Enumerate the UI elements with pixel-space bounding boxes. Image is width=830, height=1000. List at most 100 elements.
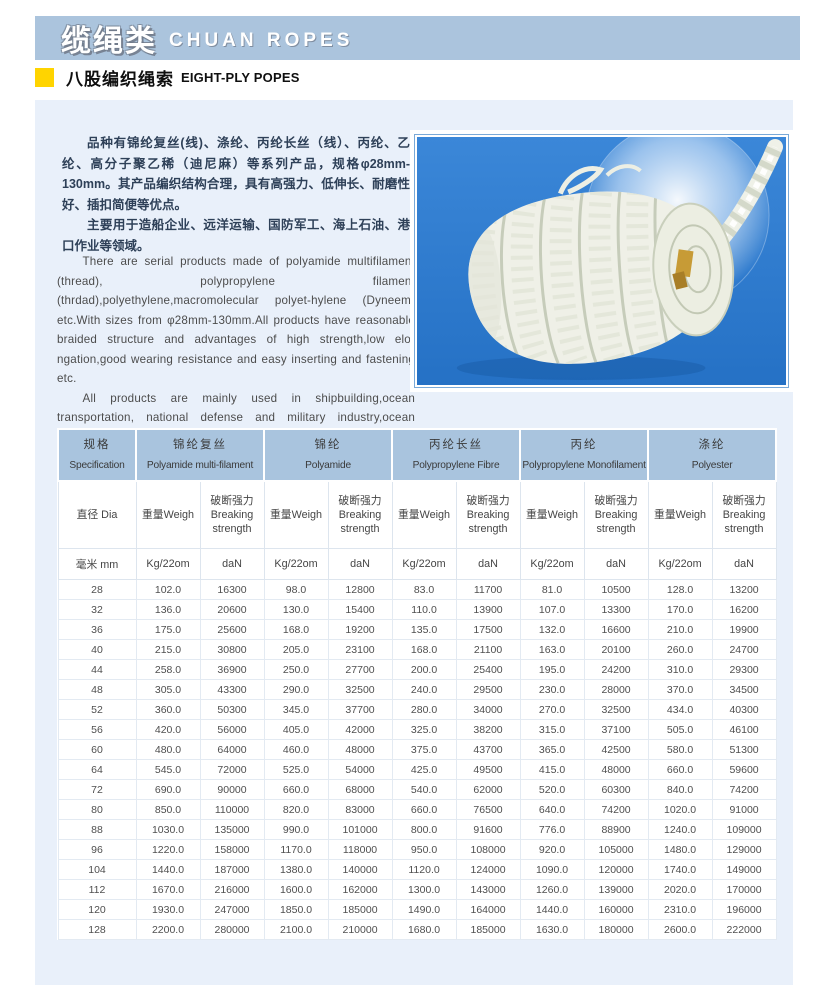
cell-value: 91000	[711, 799, 777, 820]
cell-value: 1020.0	[647, 799, 713, 820]
cell-value: 102.0	[135, 579, 201, 600]
table-row: 88 1030.0 135000 990.0 101000 800.0 91600 776.0…	[57, 819, 777, 840]
cell-value: 260.0	[647, 639, 713, 660]
col-header-dia: 直径 Dia	[57, 480, 137, 549]
cell-value: 434.0	[647, 699, 713, 720]
cell-value: 660.0	[391, 799, 457, 820]
cell-value: 62000	[455, 779, 521, 800]
cell-value: 1300.0	[391, 879, 457, 900]
cell-diameter: 36	[57, 619, 137, 640]
cell-diameter: 44	[57, 659, 137, 680]
cell-value: 28000	[583, 679, 649, 700]
cell-value: 250.0	[263, 659, 329, 680]
cell-value: 270.0	[519, 699, 585, 720]
cell-diameter: 72	[57, 779, 137, 800]
cell-value: 29500	[455, 679, 521, 700]
cell-value: 168.0	[391, 639, 457, 660]
cell-value: 13900	[455, 599, 521, 620]
col-group-4: 涤纶 Polyester	[647, 428, 778, 482]
cell-value: 1170.0	[263, 839, 329, 860]
cell-value: 135000	[199, 819, 265, 840]
cell-value: 132.0	[519, 619, 585, 640]
cell-value: 74200	[583, 799, 649, 820]
cell-value: 105000	[583, 839, 649, 860]
cell-value: 37100	[583, 719, 649, 740]
table-row: 44 258.0 36900 250.0 27700 200.0 25400 195.0 242…	[57, 659, 777, 680]
cell-value: 164000	[455, 899, 521, 920]
cell-value: 108000	[455, 839, 521, 860]
cell-value: 1670.0	[135, 879, 201, 900]
cell-value: 25400	[455, 659, 521, 680]
rope-photo-frame	[414, 134, 789, 388]
cell-value: 74200	[711, 779, 777, 800]
unit-weight: Kg/22om	[263, 548, 329, 580]
cell-value: 120000	[583, 859, 649, 880]
unit-weight: Kg/22om	[135, 548, 201, 580]
cell-value: 43700	[455, 739, 521, 760]
cell-value: 1740.0	[647, 859, 713, 880]
table-row: 48 305.0 43300 290.0 32500 240.0 29500 230.0 280…	[57, 679, 777, 700]
cell-value: 660.0	[263, 779, 329, 800]
cell-value: 34000	[455, 699, 521, 720]
col-header-breaking: 破断强力 Breaking strength	[199, 480, 265, 549]
table-units-row: 毫米 mm Kg/22om daN Kg/22om daN Kg/22om daN Kg/22…	[57, 548, 777, 580]
unit-breaking: daN	[583, 548, 649, 580]
cell-value: 1120.0	[391, 859, 457, 880]
cell-value: 1680.0	[391, 919, 457, 940]
cell-value: 23100	[327, 639, 393, 660]
cell-value: 90000	[199, 779, 265, 800]
cell-value: 1090.0	[519, 859, 585, 880]
cell-value: 1380.0	[263, 859, 329, 880]
col-header-breaking: 破断强力 Breaking strength	[711, 480, 777, 549]
cell-diameter: 80	[57, 799, 137, 820]
cell-value: 91600	[455, 819, 521, 840]
cell-value: 216000	[199, 879, 265, 900]
cell-value: 130.0	[263, 599, 329, 620]
cell-diameter: 120	[57, 899, 137, 920]
cell-value: 118000	[327, 839, 393, 860]
yellow-square-marker	[35, 67, 54, 87]
cell-value: 325.0	[391, 719, 457, 740]
page-banner: 缆绳类 CHUAN ROPES	[35, 16, 800, 60]
rope-photo	[410, 130, 793, 392]
cell-value: 168.0	[263, 619, 329, 640]
cell-value: 60300	[583, 779, 649, 800]
col-header-weight: 重量Weigh	[391, 480, 457, 549]
col-header-breaking: 破断强力 Breaking strength	[455, 480, 521, 549]
cell-value: 56000	[199, 719, 265, 740]
col-header-weight: 重量Weigh	[647, 480, 713, 549]
cell-value: 195.0	[519, 659, 585, 680]
cell-value: 505.0	[647, 719, 713, 740]
cell-value: 990.0	[263, 819, 329, 840]
cell-value: 32500	[327, 679, 393, 700]
cell-value: 375.0	[391, 739, 457, 760]
cell-value: 405.0	[263, 719, 329, 740]
cell-value: 420.0	[135, 719, 201, 740]
cell-value: 83.0	[391, 579, 457, 600]
cell-value: 40300	[711, 699, 777, 720]
cell-value: 345.0	[263, 699, 329, 720]
cell-value: 136.0	[135, 599, 201, 620]
cell-value: 1260.0	[519, 879, 585, 900]
intro-chinese: 品种有锦纶复丝(线)、涤纶、丙纶长丝（线）、丙纶、乙纶、高分子聚乙稀（迪尼麻）等…	[62, 133, 410, 256]
col-group-3: 丙纶 Polypropylene Monofilament	[519, 428, 650, 482]
table-row: 32 136.0 20600 130.0 15400 110.0 13900 107.0 133…	[57, 599, 777, 620]
cell-diameter: 104	[57, 859, 137, 880]
cell-diameter: 56	[57, 719, 137, 740]
cell-value: 185000	[327, 899, 393, 920]
table-row: 104 1440.0 187000 1380.0 140000 1120.0 124000 1…	[57, 859, 777, 880]
cell-value: 110.0	[391, 599, 457, 620]
cell-value: 68000	[327, 779, 393, 800]
cell-value: 128.0	[647, 579, 713, 600]
cell-value: 290.0	[263, 679, 329, 700]
cell-value: 50300	[199, 699, 265, 720]
unit-breaking: daN	[199, 548, 265, 580]
cell-value: 124000	[455, 859, 521, 880]
cell-value: 101000	[327, 819, 393, 840]
cell-value: 30800	[199, 639, 265, 660]
cell-value: 20600	[199, 599, 265, 620]
cell-diameter: 32	[57, 599, 137, 620]
col-header-weight: 重量Weigh	[263, 480, 329, 549]
table-row: 60 480.0 64000 460.0 48000 375.0 43700 365.0 425…	[57, 739, 777, 760]
cell-value: 11700	[455, 579, 521, 600]
